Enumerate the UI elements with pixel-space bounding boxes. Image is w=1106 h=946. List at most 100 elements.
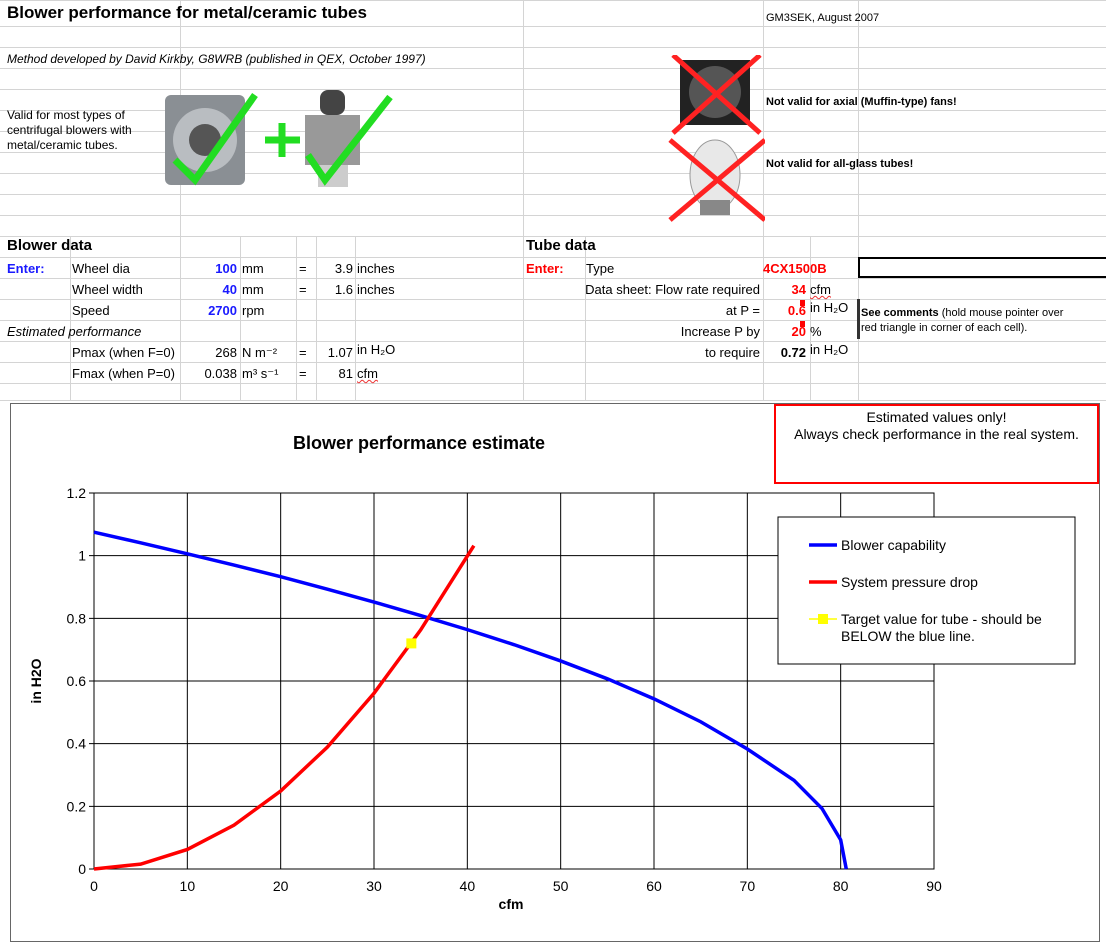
comment-marker[interactable]	[800, 321, 805, 327]
grid-col-line	[355, 236, 356, 400]
chart-container[interactable]: Blower performance estimate 0 10 20 30 40 50 60…	[10, 403, 1100, 942]
x-tick-label: 0	[90, 878, 98, 894]
pressure-label: at P =	[725, 303, 760, 318]
x-tick-label: 50	[553, 878, 569, 894]
x-tick-label: 70	[740, 878, 756, 894]
legend-label: Blower capability	[841, 537, 946, 553]
grid-row-line	[0, 89, 1106, 90]
tube-type-label: Type	[586, 261, 615, 276]
unit: N m⁻²	[242, 345, 278, 360]
check-icon	[172, 92, 258, 186]
converted-value: 1.6	[334, 282, 353, 297]
warning-line: Estimated values only!	[866, 409, 1007, 425]
unit: inches	[357, 282, 395, 297]
chart-title: Blower performance estimate	[293, 433, 545, 453]
wheel-width-input[interactable]: 40	[222, 282, 237, 297]
unit: mm	[242, 282, 264, 297]
cross-icon	[671, 55, 762, 135]
axial-warning: Not valid for axial (Muffin-type) fans!	[766, 96, 957, 108]
method-note: Method developed by David Kirkby, G8WRB …	[7, 52, 426, 66]
increase-input[interactable]: 20	[791, 324, 806, 339]
grid-row-line	[0, 131, 1106, 132]
centrifugal-blower-icon	[165, 95, 245, 185]
grid-col-line	[296, 236, 297, 400]
equals: =	[299, 261, 307, 276]
grid-col-line	[70, 236, 71, 400]
comments-note: See comments (hold mouse pointer over re…	[861, 306, 1063, 336]
fmax-value: 0.038	[204, 366, 237, 381]
estimated-label: Estimated performance	[7, 324, 142, 339]
wheel-width-label: Wheel width	[72, 282, 143, 297]
blower-heading: Blower data	[7, 237, 93, 254]
speed-input[interactable]: 2700	[208, 303, 237, 318]
x-tick-label: 20	[273, 878, 289, 894]
unit: rpm	[242, 303, 265, 318]
legend-label: BELOW the blue line.	[841, 628, 975, 644]
blower-enter-label: Enter:	[7, 261, 45, 276]
grid-col-line	[316, 236, 317, 400]
increase-label: Increase P by	[680, 324, 760, 339]
flow-label: Data sheet: Flow rate required	[585, 282, 760, 297]
converted-value: 3.9	[334, 261, 353, 276]
y-axis-label: in H2O	[28, 658, 44, 703]
grid-col-line	[240, 236, 241, 400]
comments-text: red triangle in corner of each cell).	[861, 322, 1028, 334]
plus-icon	[265, 123, 300, 157]
blower-capability-line	[93, 530, 848, 870]
system-pressure-line	[93, 544, 476, 871]
grid-col-line	[810, 236, 811, 400]
pressure-input[interactable]: 0.6	[787, 303, 806, 318]
valid-line: centrifugal blowers with	[7, 123, 132, 137]
equals: =	[299, 345, 307, 360]
wheel-dia-label: Wheel dia	[72, 261, 130, 276]
unit: in H₂O	[810, 342, 849, 357]
comments-text: (hold mouse pointer over	[938, 307, 1064, 319]
x-tick-label: 10	[180, 878, 196, 894]
grid-row-line	[0, 215, 1106, 216]
grid-row-line	[0, 68, 1106, 69]
speed-label: Speed	[72, 303, 110, 318]
x-tick-label: 40	[460, 878, 476, 894]
grid-row-line	[0, 194, 1106, 195]
legend-marker	[818, 614, 828, 624]
grid-col-line	[763, 0, 764, 400]
unit: cfm	[357, 366, 378, 381]
x-tick-label: 60	[646, 878, 662, 894]
target-point	[406, 638, 417, 649]
comment-marker[interactable]	[800, 300, 805, 306]
pmax-label: Pmax (when F=0)	[72, 345, 175, 360]
grid-row-line	[0, 173, 1106, 174]
wheel-dia-input[interactable]: 100	[215, 261, 237, 276]
valid-line: Valid for most types of	[7, 108, 125, 122]
y-tick-label: 0	[78, 861, 86, 877]
comments-bold: See comments	[861, 307, 939, 319]
grid-row-line	[0, 299, 1106, 300]
y-tick-label: 1.2	[67, 485, 87, 501]
grid-row-line	[0, 257, 1106, 258]
blower-and-tube-images	[165, 90, 393, 187]
unit: inches	[357, 261, 395, 276]
y-tick-label: 1	[78, 548, 86, 564]
glass-warning: Not valid for all-glass tubes!	[766, 158, 914, 170]
grid-row-line	[0, 341, 1106, 342]
x-tick-label: 80	[833, 878, 849, 894]
tube-type-input[interactable]: 4CX1500B	[763, 261, 827, 276]
unit: in H₂O	[357, 342, 396, 357]
selected-cell[interactable]	[858, 257, 1106, 278]
grid-col-line	[180, 0, 181, 400]
sheet-title: Blower performance for metal/ceramic tub…	[7, 3, 367, 22]
unit: m³ s⁻¹	[242, 366, 279, 381]
plot-area	[93, 492, 935, 870]
grid-col-line	[523, 0, 524, 400]
x-tick-label: 30	[366, 878, 382, 894]
comment-border	[857, 299, 860, 339]
flow-input[interactable]: 34	[791, 282, 806, 297]
legend-box	[777, 516, 1076, 665]
warning-line: Always check performance in the real sys…	[794, 426, 1079, 442]
grid-row-line	[0, 152, 1106, 153]
y-tick-label: 0.8	[67, 610, 87, 626]
unit: mm	[242, 261, 264, 276]
converted-value: 81	[338, 366, 353, 381]
equals: =	[299, 366, 307, 381]
